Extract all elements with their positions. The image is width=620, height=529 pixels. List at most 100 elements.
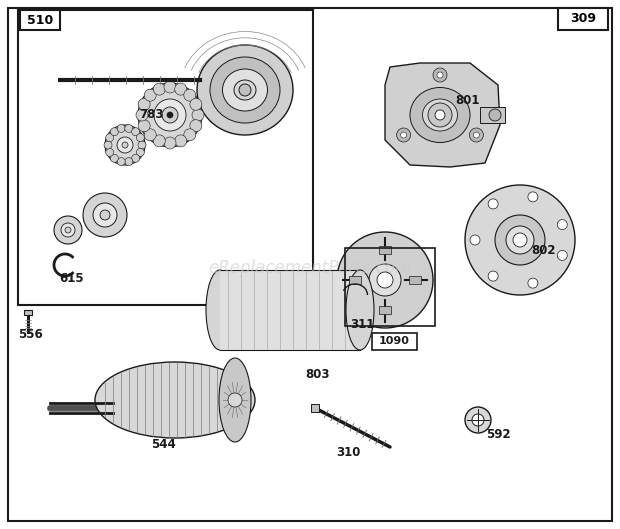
Ellipse shape — [219, 358, 251, 442]
Text: 801: 801 — [456, 94, 480, 106]
Circle shape — [125, 124, 133, 132]
Ellipse shape — [410, 87, 470, 142]
Text: 615: 615 — [60, 271, 84, 285]
Circle shape — [167, 112, 173, 118]
Circle shape — [162, 107, 178, 123]
Circle shape — [131, 154, 140, 162]
Bar — [558, 8, 608, 30]
Circle shape — [144, 129, 156, 141]
Circle shape — [164, 81, 176, 93]
Text: 310: 310 — [336, 445, 360, 459]
Circle shape — [131, 127, 140, 136]
Circle shape — [465, 407, 491, 433]
Circle shape — [184, 129, 196, 141]
Circle shape — [105, 125, 145, 165]
Circle shape — [474, 132, 479, 138]
Ellipse shape — [210, 57, 280, 123]
Circle shape — [190, 120, 202, 132]
Circle shape — [184, 89, 196, 101]
Text: 592: 592 — [485, 428, 510, 442]
Circle shape — [138, 83, 202, 147]
Circle shape — [397, 128, 410, 142]
Bar — [349, 276, 361, 284]
Circle shape — [136, 134, 144, 142]
Circle shape — [93, 203, 117, 227]
Ellipse shape — [197, 45, 293, 135]
Circle shape — [164, 137, 176, 149]
Polygon shape — [385, 63, 500, 167]
Circle shape — [433, 68, 447, 82]
Text: 803: 803 — [305, 369, 329, 381]
Text: 311: 311 — [350, 318, 374, 332]
Circle shape — [117, 137, 133, 153]
Circle shape — [192, 109, 204, 121]
Text: 309: 309 — [570, 13, 596, 25]
Circle shape — [401, 132, 407, 138]
Circle shape — [175, 135, 187, 147]
Bar — [379, 246, 391, 254]
Circle shape — [228, 393, 242, 407]
Circle shape — [488, 271, 498, 281]
Bar — [345, 248, 435, 326]
Bar — [480, 107, 505, 123]
Bar — [24, 310, 32, 315]
Circle shape — [117, 124, 125, 132]
Text: 1090: 1090 — [379, 336, 409, 346]
Circle shape — [83, 193, 127, 237]
Circle shape — [528, 278, 538, 288]
Circle shape — [105, 148, 113, 157]
Circle shape — [369, 264, 401, 296]
Circle shape — [136, 148, 144, 157]
Circle shape — [110, 127, 118, 136]
Circle shape — [239, 84, 251, 96]
Circle shape — [138, 120, 150, 132]
Circle shape — [557, 220, 567, 230]
Circle shape — [100, 210, 110, 220]
Text: 556: 556 — [17, 329, 42, 342]
Circle shape — [190, 98, 202, 110]
Circle shape — [110, 154, 118, 162]
Circle shape — [472, 414, 484, 426]
Bar — [379, 306, 391, 314]
Circle shape — [465, 185, 575, 295]
Circle shape — [125, 158, 133, 166]
Circle shape — [153, 83, 166, 95]
Circle shape — [435, 110, 445, 120]
Circle shape — [65, 227, 71, 233]
Circle shape — [377, 272, 393, 288]
Bar — [409, 276, 421, 284]
Circle shape — [117, 158, 125, 166]
Circle shape — [513, 233, 527, 247]
Circle shape — [470, 235, 480, 245]
Circle shape — [495, 215, 545, 265]
Text: 544: 544 — [151, 439, 175, 451]
Circle shape — [136, 109, 148, 121]
Circle shape — [138, 98, 150, 110]
Bar — [220, 270, 360, 350]
Circle shape — [428, 103, 452, 127]
Circle shape — [54, 216, 82, 244]
Bar — [311, 404, 319, 412]
Circle shape — [105, 134, 113, 142]
Circle shape — [337, 232, 433, 328]
Circle shape — [506, 226, 534, 254]
Circle shape — [138, 141, 146, 149]
Text: 802: 802 — [531, 243, 556, 257]
Circle shape — [528, 192, 538, 202]
Text: eReplacementParts.com: eReplacementParts.com — [208, 259, 412, 277]
Ellipse shape — [206, 270, 234, 350]
Circle shape — [469, 128, 484, 142]
Circle shape — [153, 135, 166, 147]
Ellipse shape — [346, 270, 374, 350]
Circle shape — [154, 99, 186, 131]
Bar — [20, 10, 60, 30]
Text: 783: 783 — [140, 108, 164, 122]
Circle shape — [104, 141, 112, 149]
Ellipse shape — [422, 99, 458, 131]
Circle shape — [61, 223, 75, 237]
Circle shape — [175, 83, 187, 95]
Ellipse shape — [234, 80, 256, 100]
Circle shape — [557, 250, 567, 260]
Bar — [372, 333, 417, 350]
Circle shape — [437, 72, 443, 78]
